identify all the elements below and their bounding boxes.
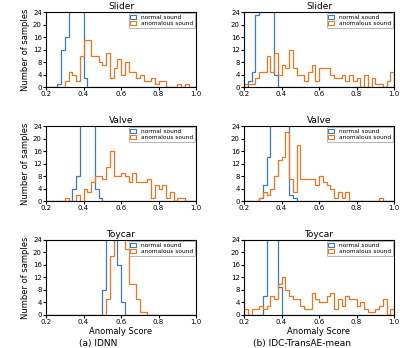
Y-axis label: Number of samples: Number of samples: [21, 122, 30, 205]
Y-axis label: Number of samples: Number of samples: [21, 8, 30, 91]
Legend: normal sound, anomalous sound: normal sound, anomalous sound: [129, 127, 195, 142]
Title: Slider: Slider: [108, 2, 134, 11]
Legend: normal sound, anomalous sound: normal sound, anomalous sound: [129, 13, 195, 28]
Title: Valve: Valve: [307, 116, 331, 125]
Legend: normal sound, anomalous sound: normal sound, anomalous sound: [129, 241, 195, 256]
Title: Slider: Slider: [306, 2, 332, 11]
Y-axis label: Number of samples: Number of samples: [21, 236, 30, 319]
Title: Toycar: Toycar: [304, 230, 334, 239]
Text: (a) IDNN: (a) IDNN: [79, 339, 117, 348]
Text: (b) IDC-TransAE-mean: (b) IDC-TransAE-mean: [253, 339, 351, 348]
Title: Valve: Valve: [109, 116, 133, 125]
Legend: normal sound, anomalous sound: normal sound, anomalous sound: [327, 127, 393, 142]
Title: Toycar: Toycar: [106, 230, 136, 239]
Legend: normal sound, anomalous sound: normal sound, anomalous sound: [327, 13, 393, 28]
X-axis label: Anomaly Score: Anomaly Score: [90, 327, 152, 336]
Legend: normal sound, anomalous sound: normal sound, anomalous sound: [327, 241, 393, 256]
X-axis label: Anomaly Score: Anomaly Score: [288, 327, 350, 336]
